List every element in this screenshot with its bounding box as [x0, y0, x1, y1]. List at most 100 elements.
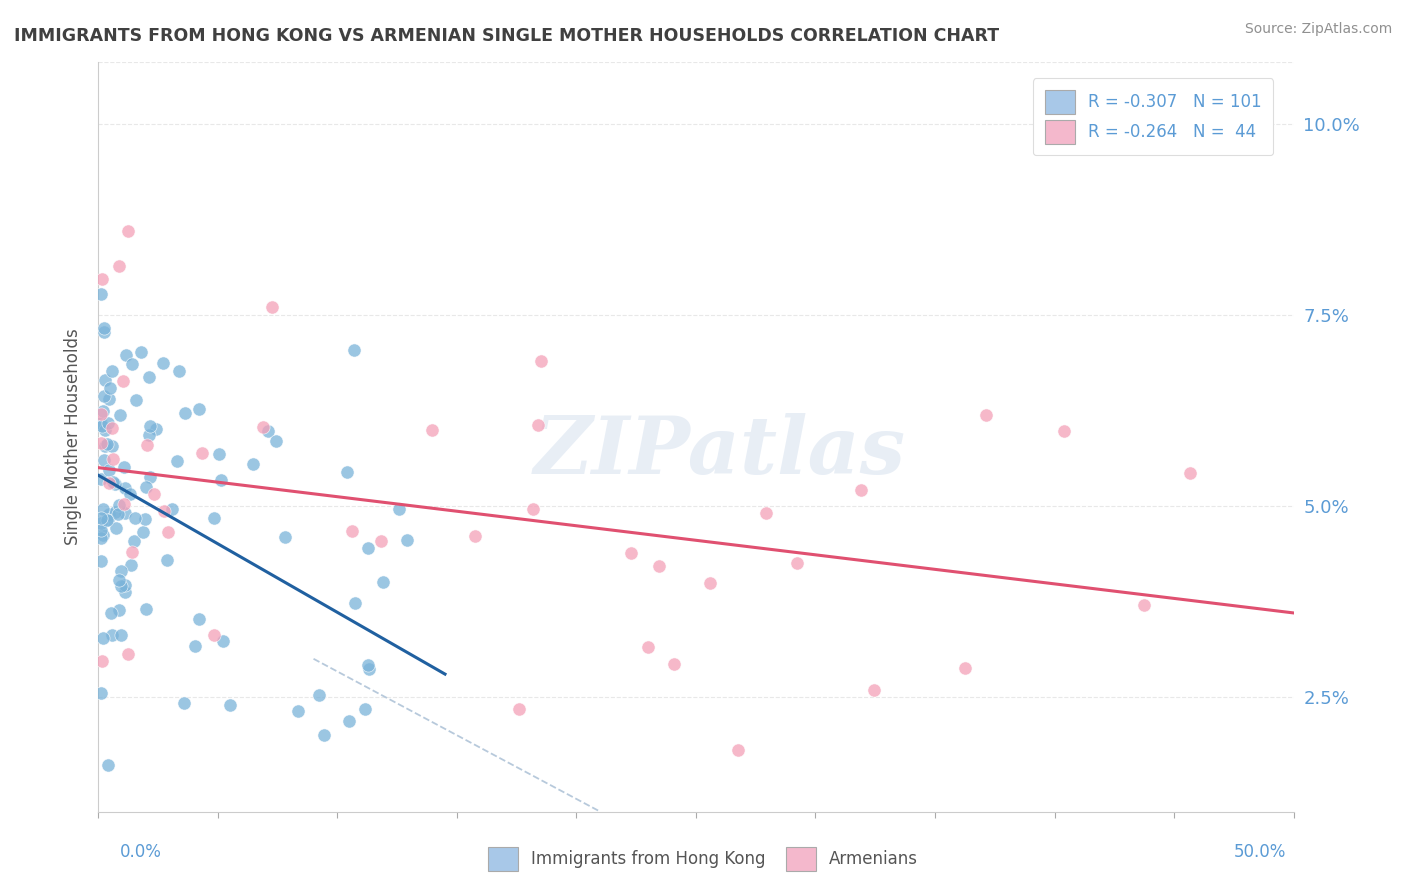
Point: [98, 392, 121, 407]
Point: [260, 300, 283, 314]
Point: [211, 634, 233, 648]
Point: [337, 714, 360, 729]
Point: [637, 640, 659, 654]
Point: [219, 698, 242, 712]
Point: [112, 460, 135, 475]
Point: [152, 356, 174, 370]
Point: [342, 524, 364, 538]
Point: [91, 502, 114, 516]
Point: [90, 272, 112, 286]
Point: [166, 454, 188, 468]
Point: [108, 498, 131, 512]
Point: [357, 657, 380, 672]
Point: [97, 463, 120, 477]
Point: [108, 409, 131, 423]
Point: [91, 419, 114, 434]
Point: [1132, 599, 1154, 613]
Point: [91, 631, 114, 645]
Legend: Immigrants from Hong Kong, Armenians: Immigrants from Hong Kong, Armenians: [479, 839, 927, 880]
Point: [94, 424, 117, 438]
Point: [530, 354, 553, 368]
Point: [508, 702, 530, 716]
Point: [94, 439, 117, 453]
Point: [110, 628, 132, 642]
Point: [97, 513, 120, 527]
Point: [104, 521, 127, 535]
Point: [527, 418, 550, 433]
Point: [125, 393, 148, 408]
Point: [90, 511, 112, 525]
Point: [93, 389, 115, 403]
Point: [110, 579, 132, 593]
Point: [97, 758, 120, 772]
Point: [104, 477, 127, 491]
Point: [97, 417, 120, 431]
Point: [90, 531, 112, 545]
Text: ZIPatlas: ZIPatlas: [534, 413, 905, 491]
Point: [93, 373, 115, 387]
Point: [252, 419, 274, 434]
Point: [134, 512, 156, 526]
Point: [90, 554, 112, 568]
Point: [354, 701, 377, 715]
Point: [1178, 466, 1201, 480]
Point: [242, 457, 264, 471]
Point: [121, 558, 143, 572]
Point: [727, 742, 749, 756]
Point: [100, 439, 122, 453]
Point: [124, 511, 146, 525]
Point: [110, 564, 132, 578]
Point: [208, 447, 231, 461]
Point: [112, 497, 135, 511]
Point: [647, 559, 669, 574]
Point: [98, 381, 121, 395]
Point: [156, 553, 179, 567]
Point: [167, 364, 190, 378]
Point: [312, 728, 335, 742]
Point: [90, 287, 112, 301]
Point: [108, 573, 131, 587]
Point: [264, 434, 287, 449]
Point: [138, 470, 160, 484]
Point: [93, 325, 115, 339]
Point: [97, 476, 120, 491]
Point: [90, 407, 112, 421]
Point: [357, 662, 380, 676]
Point: [90, 516, 112, 531]
Point: [755, 506, 778, 520]
Point: [129, 344, 152, 359]
Point: [90, 686, 112, 700]
Point: [522, 502, 544, 516]
Point: [114, 481, 136, 495]
Point: [108, 603, 131, 617]
Point: [90, 654, 112, 668]
Point: [287, 704, 309, 718]
Point: [138, 370, 160, 384]
Text: 50.0%: 50.0%: [1234, 843, 1286, 861]
Point: [118, 487, 141, 501]
Point: [184, 639, 207, 653]
Point: [173, 697, 195, 711]
Point: [135, 601, 157, 615]
Point: [955, 661, 977, 675]
Point: [370, 534, 392, 549]
Point: [101, 628, 124, 642]
Point: [93, 453, 115, 467]
Point: [112, 374, 135, 388]
Text: 0.0%: 0.0%: [120, 843, 162, 861]
Point: [90, 472, 112, 486]
Point: [357, 541, 380, 555]
Point: [1052, 424, 1074, 438]
Point: [202, 628, 225, 642]
Point: [422, 423, 444, 437]
Point: [90, 523, 112, 537]
Point: [107, 508, 129, 522]
Point: [699, 576, 721, 591]
Point: [101, 475, 124, 490]
Point: [396, 533, 419, 548]
Point: [160, 502, 183, 516]
Point: [114, 584, 136, 599]
Point: [257, 424, 280, 438]
Point: [93, 321, 115, 335]
Y-axis label: Single Mother Households: Single Mother Households: [65, 329, 83, 545]
